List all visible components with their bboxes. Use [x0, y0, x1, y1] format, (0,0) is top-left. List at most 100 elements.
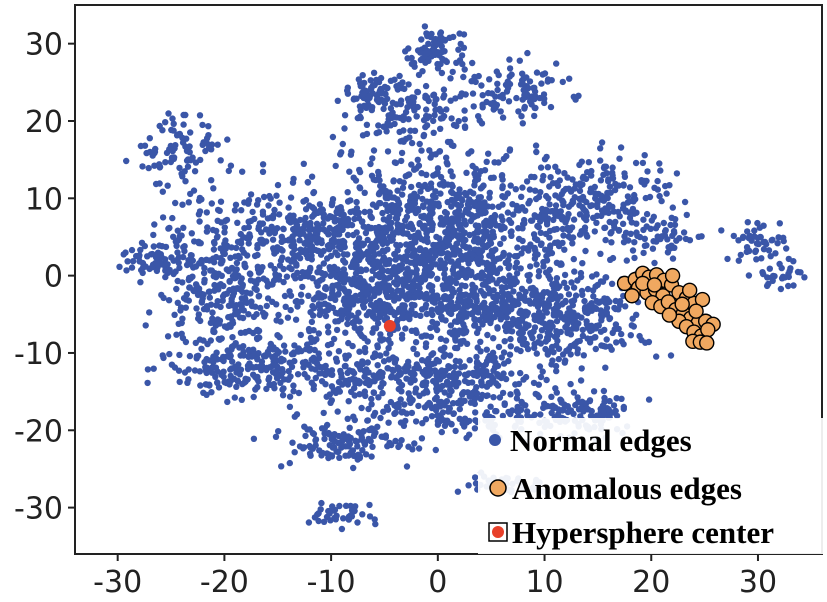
normal-edge-point: [564, 326, 571, 334]
normal-edge-point: [391, 410, 398, 417]
normal-edge-point: [490, 102, 497, 109]
normal-edge-point: [180, 121, 187, 128]
normal-edge-point: [268, 223, 275, 230]
normal-edge-point: [351, 416, 358, 424]
normal-edge-point: [531, 88, 539, 95]
legend-marker-center: [492, 526, 504, 538]
anomalous-edge-point: [688, 303, 704, 319]
normal-edge-point: [344, 87, 351, 94]
normal-edge-point: [356, 103, 364, 110]
normal-edge-point: [286, 264, 293, 271]
normal-edge-point: [301, 370, 308, 378]
normal-edge-point: [296, 255, 304, 262]
normal-edge-point: [218, 335, 225, 342]
normal-edge-point: [182, 304, 189, 311]
normal-edge-point: [487, 403, 494, 410]
normal-edge-point: [429, 350, 437, 357]
normal-edge-point: [521, 220, 528, 227]
normal-edge-point: [337, 204, 344, 211]
normal-edge-point: [322, 381, 329, 388]
normal-edge-point: [406, 396, 413, 403]
normal-edge-point: [510, 297, 517, 304]
normal-edge-point: [344, 189, 351, 196]
normal-edge-point: [293, 411, 301, 418]
normal-edge-point: [315, 517, 322, 525]
normal-edge-point: [437, 29, 445, 36]
normal-edge-point: [444, 181, 451, 188]
normal-edge-point: [390, 178, 397, 185]
normal-edge-point: [402, 325, 409, 332]
normal-edge-point: [372, 239, 379, 246]
normal-edge-point: [350, 298, 357, 305]
normal-edge-point: [582, 175, 590, 183]
normal-edge-point: [153, 259, 160, 266]
normal-edge-point: [319, 206, 326, 213]
normal-edge-point: [324, 323, 332, 330]
normal-edge-point: [156, 164, 163, 171]
normal-edge-point: [481, 299, 488, 306]
normal-edge-point: [605, 176, 612, 183]
normal-edge-point: [597, 250, 604, 257]
normal-edge-point: [357, 266, 364, 273]
normal-edge-point: [489, 349, 497, 356]
normal-edge-point: [622, 303, 629, 310]
normal-edge-point: [187, 129, 194, 136]
normal-edge-point: [506, 272, 513, 279]
normal-edge-point: [184, 163, 192, 170]
normal-edge-point: [144, 253, 151, 260]
normal-edge-point: [470, 238, 478, 245]
normal-edge-point: [266, 192, 273, 200]
normal-edge-point: [577, 269, 585, 277]
normal-edge-point: [427, 272, 435, 279]
normal-edge-point: [652, 225, 660, 232]
normal-edge-point: [754, 234, 761, 242]
normal-edge-point: [289, 179, 297, 186]
normal-edge-point: [194, 291, 202, 299]
normal-edge-point: [160, 294, 167, 302]
normal-edge-point: [214, 217, 221, 224]
normal-edge-point: [564, 174, 571, 181]
normal-edge-point: [212, 364, 220, 371]
normal-edge-point: [472, 305, 479, 313]
normal-edge-point: [214, 206, 222, 214]
normal-edge-point: [509, 315, 517, 323]
normal-edge-point: [320, 226, 327, 233]
normal-edge-point: [406, 134, 413, 141]
normal-edge-point: [450, 410, 457, 417]
normal-edge-point: [597, 311, 605, 318]
normal-edge-point: [383, 187, 390, 195]
normal-edge-point: [123, 157, 130, 165]
normal-edge-point: [522, 297, 529, 304]
normal-edge-point: [465, 482, 472, 489]
normal-edge-point: [250, 393, 257, 401]
normal-edge-point: [264, 215, 272, 222]
normal-edge-point: [339, 140, 346, 148]
normal-edge-point: [626, 184, 634, 191]
normal-edge-point: [641, 242, 649, 249]
normal-edge-point: [370, 389, 377, 396]
normal-edge-point: [506, 56, 513, 63]
normal-edge-point: [340, 431, 347, 438]
normal-edge-point: [248, 353, 255, 360]
normal-edge-point: [559, 225, 566, 233]
normal-edge-point: [569, 325, 577, 332]
normal-edge-point: [384, 206, 391, 214]
normal-edge-point: [356, 391, 363, 398]
normal-edge-point: [565, 291, 573, 298]
normal-edge-point: [551, 226, 558, 233]
normal-edge-point: [441, 422, 449, 429]
normal-edge-point: [401, 401, 408, 408]
normal-edge-point: [622, 208, 629, 215]
normal-edge-point: [142, 322, 149, 329]
normal-edge-point: [518, 285, 526, 292]
normal-edge-point: [428, 413, 436, 420]
normal-edge-point: [337, 367, 344, 375]
normal-edge-point: [451, 363, 459, 370]
normal-edge-point: [386, 331, 394, 338]
normal-edge-point: [162, 267, 169, 274]
normal-edge-point: [553, 259, 561, 266]
normal-edge-point: [388, 372, 396, 380]
normal-edge-point: [588, 172, 595, 179]
normal-edge-point: [253, 311, 260, 318]
normal-edge-point: [512, 264, 519, 271]
